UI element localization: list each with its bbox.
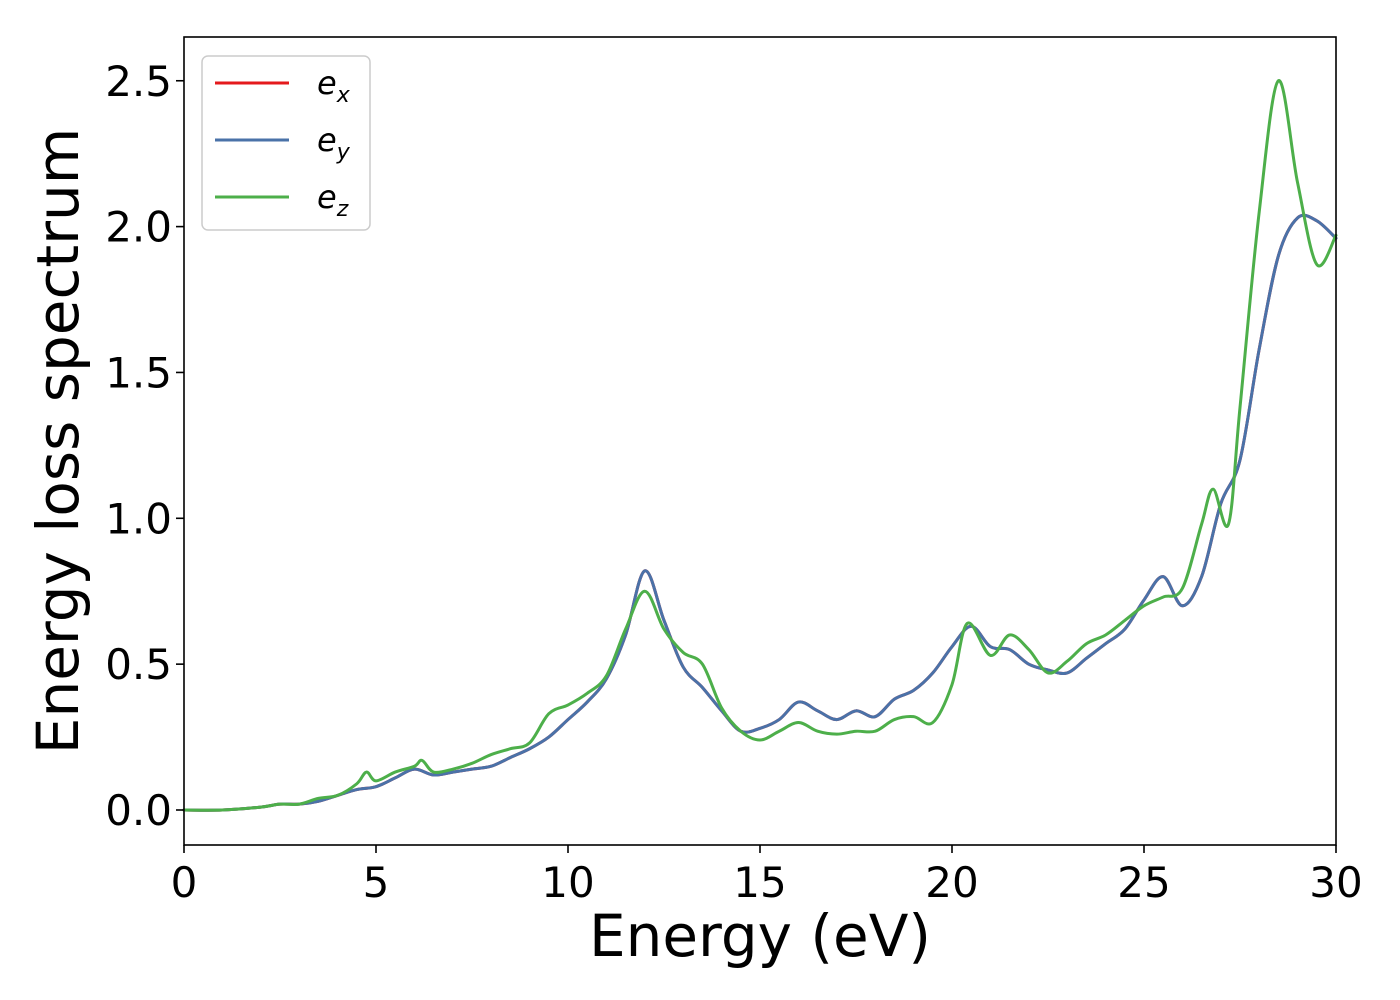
legend-box	[201, 55, 371, 231]
x-tick-label: 10	[541, 858, 594, 907]
x-tick-label: 0	[171, 858, 198, 907]
y-tick-label: 2.5	[105, 57, 172, 106]
x-tick-label: 15	[733, 858, 786, 907]
y-axis-title: Energy loss spectrum	[24, 128, 92, 754]
x-tick-label: 30	[1309, 858, 1362, 907]
y-axis-ticks: 0.0 0.5 1.0 1.5 2.0 2.5	[105, 57, 184, 835]
plot-area	[184, 37, 1336, 845]
x-tick-label: 5	[363, 858, 390, 907]
x-axis-ticks: 0 5 10 15 20 25 30	[171, 845, 1363, 907]
series-line-ez	[182, 79, 1338, 812]
x-axis-title: Energy (eV)	[589, 902, 931, 970]
y-tick-label: 1.5	[105, 348, 172, 397]
y-tick-label: 2.0	[105, 203, 172, 252]
series-lines	[182, 79, 1338, 812]
x-tick-label: 20	[925, 858, 978, 907]
x-tick-label: 25	[1117, 858, 1170, 907]
y-tick-label: 1.0	[105, 494, 172, 543]
series-line-ey	[182, 213, 1338, 812]
y-tick-label: 0.5	[105, 640, 172, 689]
y-tick-label: 0.0	[105, 786, 172, 835]
